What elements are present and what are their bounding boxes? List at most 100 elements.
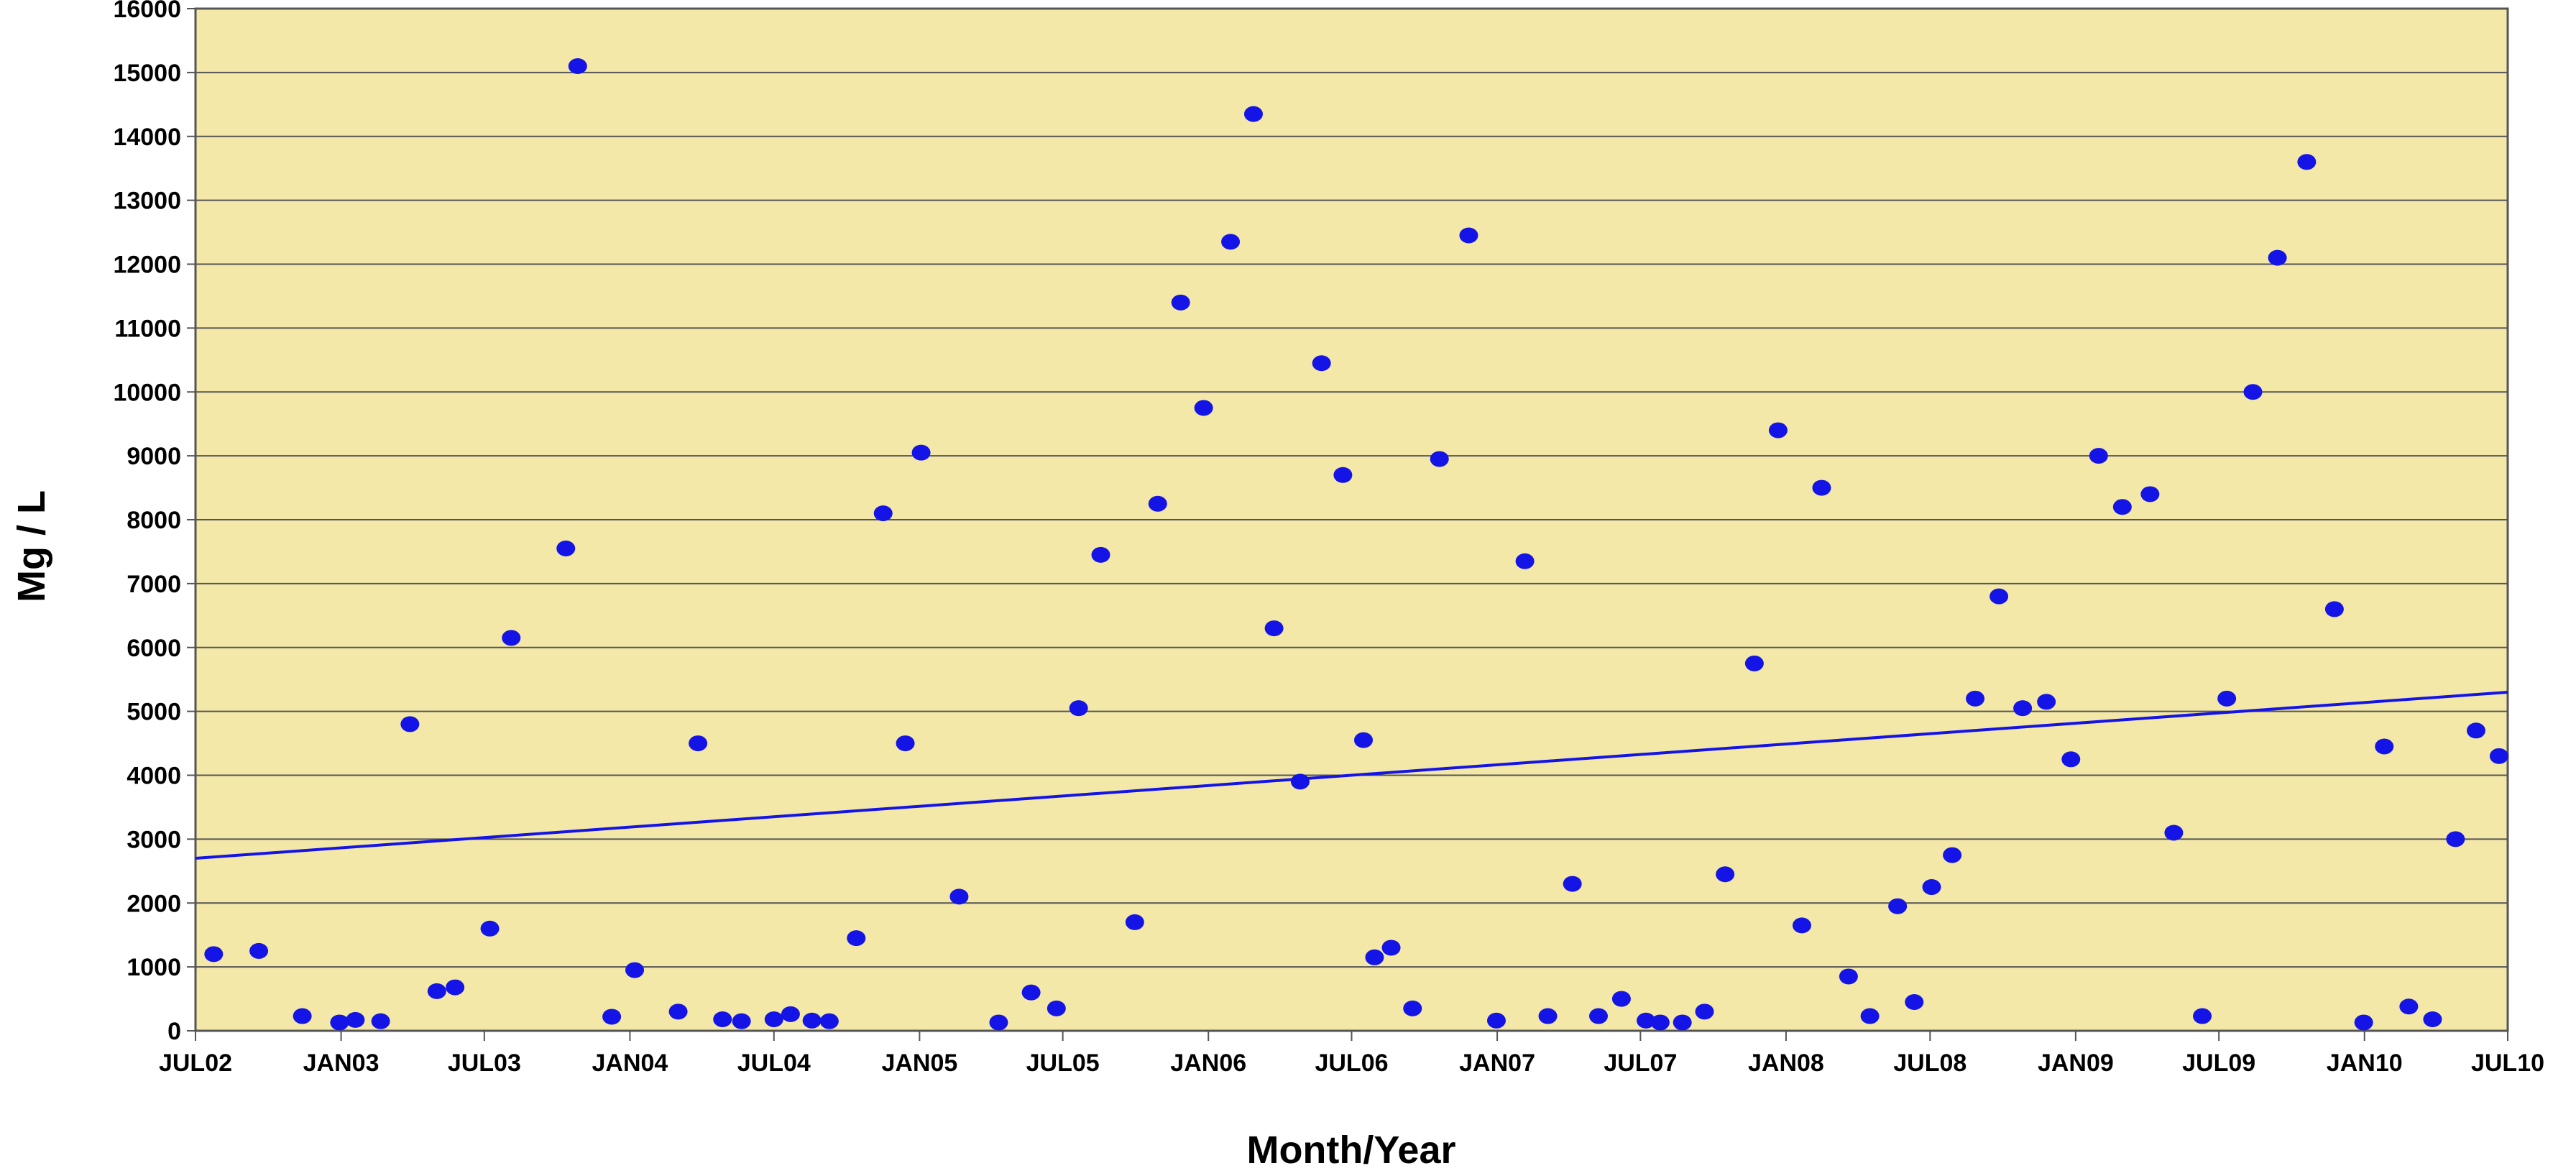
x-tick-label: JUL10 — [2471, 1049, 2544, 1077]
data-point — [1365, 949, 1384, 965]
data-point — [2243, 384, 2263, 400]
data-point — [1650, 1014, 1670, 1031]
data-point — [1922, 879, 1941, 896]
data-point — [2399, 998, 2419, 1015]
data-point — [1563, 876, 1582, 892]
data-point — [1148, 495, 1167, 512]
data-point — [249, 942, 269, 959]
data-point — [1333, 467, 1353, 483]
y-tick-label: 7000 — [126, 571, 181, 598]
data-point — [2089, 448, 2108, 464]
data-point — [1091, 546, 1110, 563]
data-point — [1905, 994, 1924, 1011]
data-point — [2140, 486, 2160, 502]
data-point — [502, 630, 521, 646]
x-tick-label: JAN05 — [881, 1049, 957, 1077]
data-point — [1515, 553, 1535, 569]
x-tick-label: JUL08 — [1893, 1049, 1966, 1077]
x-tick-label: JAN10 — [2327, 1049, 2403, 1077]
x-tick-label: JAN09 — [2038, 1049, 2114, 1077]
data-point — [781, 1006, 800, 1022]
y-tick-label: 15000 — [113, 60, 181, 87]
data-point — [2037, 694, 2056, 710]
data-point — [1860, 1008, 1880, 1024]
data-point — [625, 962, 645, 978]
data-point — [2423, 1011, 2442, 1028]
data-point — [1171, 294, 1190, 311]
y-tick-label: 16000 — [113, 0, 181, 23]
x-tick-label: JAN03 — [303, 1049, 380, 1077]
x-tick-label: JAN08 — [1748, 1049, 1824, 1077]
data-point — [2061, 751, 2081, 768]
data-point — [480, 920, 500, 937]
data-point — [2164, 824, 2184, 841]
data-point — [1354, 732, 1374, 748]
data-point — [330, 1014, 349, 1031]
data-point — [2489, 748, 2508, 764]
trendline-group — [195, 690, 2508, 860]
data-point — [1768, 422, 1788, 438]
x-tick-label: JUL03 — [448, 1049, 521, 1077]
data-point — [713, 1011, 732, 1028]
data-point — [2013, 700, 2033, 717]
data-point — [1716, 866, 1735, 883]
data-point — [1888, 898, 1908, 914]
data-point — [2324, 601, 2344, 617]
data-point — [1538, 1008, 1558, 1024]
x-tick-label: JAN04 — [592, 1049, 668, 1077]
data-point — [911, 444, 931, 461]
data-point — [764, 1011, 783, 1028]
y-tick-label: 1000 — [126, 954, 181, 981]
data-point — [446, 979, 465, 996]
data-point — [1312, 355, 1331, 372]
data-point — [1264, 620, 1284, 637]
y-tick-label: 2000 — [126, 890, 181, 917]
y-tick-label: 4000 — [126, 763, 181, 790]
data-point — [1839, 968, 1858, 985]
data-point — [1194, 400, 1213, 416]
data-point — [1243, 106, 1263, 122]
data-point — [949, 888, 969, 905]
data-point — [1046, 1000, 1066, 1016]
data-point — [1792, 917, 1811, 934]
data-point — [1459, 227, 1478, 244]
data-point — [689, 735, 708, 752]
y-tick-label: 10000 — [113, 379, 181, 406]
x-axis-ticks: JUL02 JAN03 JUL03 JAN04 JUL04 JAN05 JUL05 JAN06… — [159, 1031, 2544, 1077]
x-axis-title: Month/Year — [1246, 1129, 1455, 1172]
data-point — [602, 1009, 622, 1025]
data-point — [1290, 773, 1310, 790]
data-point — [400, 716, 420, 732]
data-point — [2354, 1014, 2373, 1031]
y-tick-label: 13000 — [113, 188, 181, 215]
data-point — [556, 540, 576, 556]
y-axis-title: Mg / L — [10, 490, 53, 602]
x-tick-label: JAN07 — [1459, 1049, 1535, 1077]
data-point — [1673, 1014, 1692, 1031]
data-point — [873, 505, 893, 522]
data-point — [2375, 738, 2394, 755]
data-point — [293, 1008, 312, 1024]
y-tick-label: 6000 — [126, 635, 181, 662]
data-point — [2297, 154, 2317, 170]
data-point — [1069, 700, 1088, 717]
data-point — [1637, 1012, 1656, 1029]
x-tick-label: JUL09 — [2182, 1049, 2255, 1077]
data-point — [1221, 234, 1241, 250]
data-point — [732, 1013, 751, 1029]
y-tick-label: 9000 — [126, 443, 181, 470]
y-axis-ticks: 0 1000 2000 3000 4000 5000 6000 7000 8000 9000 100… — [113, 0, 196, 1045]
x-tick-label: JUL04 — [737, 1049, 811, 1077]
data-point — [1611, 991, 1631, 1007]
data-point — [1403, 1000, 1422, 1016]
data-point — [668, 1003, 688, 1020]
data-point — [2446, 831, 2465, 847]
data-point — [1125, 914, 1144, 930]
data-point — [1381, 940, 1401, 956]
data-point — [989, 1014, 1008, 1031]
data-point — [1695, 1003, 1714, 1020]
y-tick-label: 0 — [167, 1018, 181, 1045]
data-point — [1744, 655, 1764, 671]
data-point — [1430, 451, 1449, 467]
